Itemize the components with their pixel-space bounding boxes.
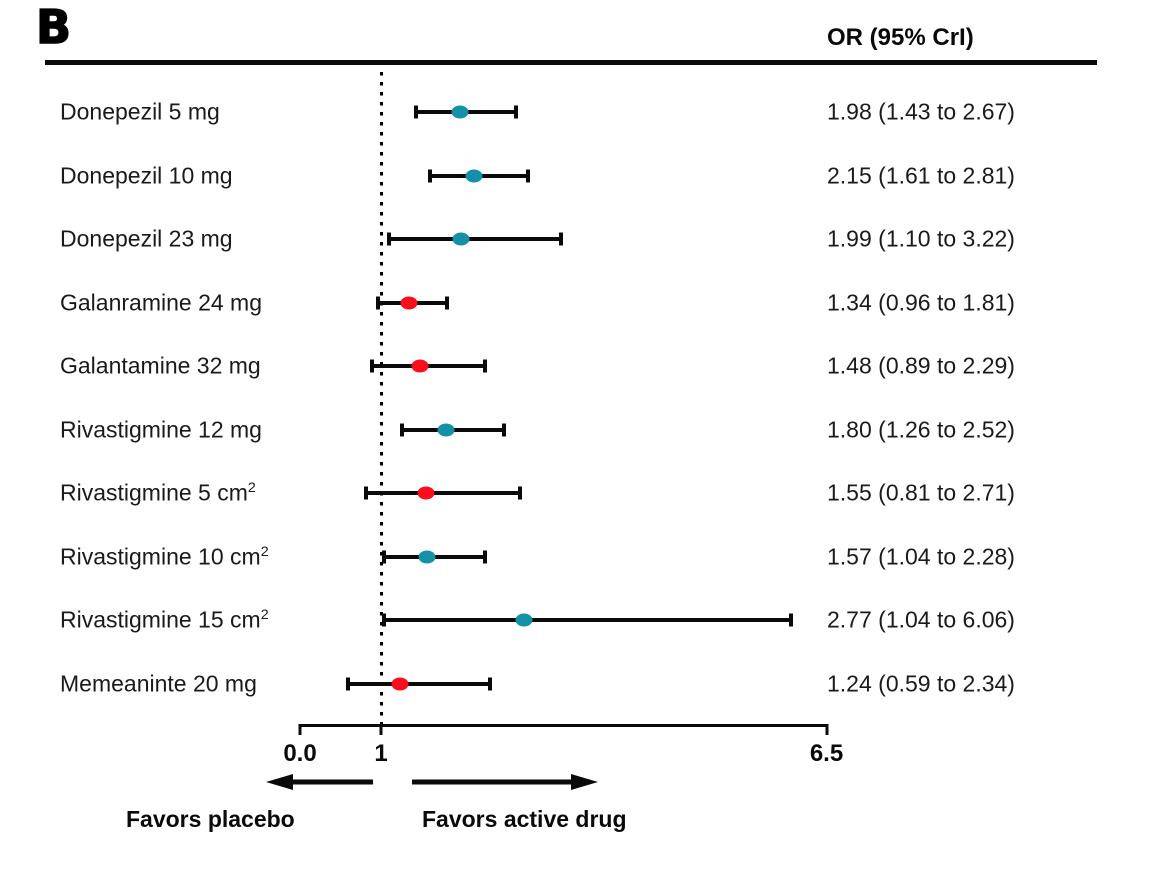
row-label: Memeaninte 20 mg — [60, 670, 257, 696]
ci-cap-right — [788, 613, 793, 627]
ci-whisker — [372, 364, 486, 368]
or-value: 1.98 (1.43 to 2.67) — [827, 98, 1015, 125]
row-label: Galantamine 32 mg — [60, 352, 261, 379]
or-marker — [417, 486, 435, 500]
or-marker — [400, 296, 418, 309]
ci-cap-left — [382, 613, 387, 627]
ci-cap-left — [413, 105, 418, 119]
or-marker — [465, 169, 483, 182]
or-value: 1.34 (0.96 to 1.81) — [827, 289, 1015, 315]
row-label: Rivastigmine 10 cm2 — [60, 543, 269, 569]
ci-cap-right — [487, 677, 492, 690]
header-rule — [45, 60, 1097, 65]
row-label: Donepezil 23 mg — [60, 225, 233, 252]
panel-letter: B — [35, 0, 72, 55]
or-marker — [391, 677, 409, 690]
or-marker — [437, 423, 455, 436]
or-marker — [451, 105, 469, 119]
ci-cap-right — [525, 169, 530, 182]
favors-active-drug-label: Favors active drug — [422, 806, 627, 832]
row-label-superscript: 2 — [260, 543, 269, 560]
ci-cap-left — [428, 169, 433, 182]
ci-cap-left — [382, 550, 387, 563]
or-marker — [515, 613, 533, 627]
or-value: 2.15 (1.61 to 2.81) — [827, 162, 1015, 188]
ci-cap-left — [363, 486, 368, 500]
ci-whisker — [384, 618, 791, 622]
row-label: Galanramine 24 mg — [60, 289, 262, 315]
ci-cap-left — [345, 677, 350, 690]
or-value: 1.57 (1.04 to 2.28) — [827, 543, 1015, 569]
x-axis-tick-label: 6.5 — [809, 740, 844, 767]
ci-cap-left — [375, 296, 380, 309]
row-label-superscript: 2 — [247, 479, 256, 496]
or-value: 1.99 (1.10 to 3.22) — [827, 225, 1015, 252]
row-label: Donepezil 10 mg — [60, 162, 233, 188]
x-axis-tick — [298, 724, 302, 735]
x-axis-tick-label: 0.0 — [283, 740, 317, 767]
ci-cap-right — [558, 232, 563, 246]
ci-whisker — [365, 491, 520, 495]
ci-cap-right — [444, 296, 449, 309]
row-label: Rivastigmine 15 cm2 — [60, 606, 269, 633]
or-marker — [418, 550, 436, 563]
ci-cap-right — [502, 423, 507, 436]
favors-placebo-arrow-icon — [266, 774, 373, 790]
ci-cap-left — [400, 423, 405, 436]
or-column-header: OR (95% CrI) — [827, 24, 974, 51]
favors-active-drug-arrow-icon — [412, 774, 598, 790]
ci-cap-right — [514, 105, 519, 119]
row-label: Donepezil 5 mg — [60, 98, 220, 125]
or-value: 1.80 (1.26 to 2.52) — [827, 416, 1015, 442]
ci-cap-right — [517, 486, 522, 500]
favors-placebo-label: Favors placebo — [126, 806, 295, 832]
or-value: 2.77 (1.04 to 6.06) — [827, 606, 1015, 633]
ci-cap-left — [387, 232, 392, 246]
or-value: 1.24 (0.59 to 2.34) — [827, 670, 1015, 696]
or-value: 1.55 (0.81 to 2.71) — [827, 479, 1015, 506]
or-value: 1.48 (0.89 to 2.29) — [827, 352, 1015, 379]
ci-cap-right — [482, 550, 487, 563]
x-axis-tick — [825, 724, 828, 735]
ci-whisker — [347, 681, 490, 686]
ci-cap-right — [483, 359, 488, 373]
or-marker — [452, 232, 470, 246]
reference-line-or-1 — [379, 72, 383, 728]
or-marker — [411, 359, 429, 373]
row-label-superscript: 2 — [260, 606, 269, 623]
x-axis-tick-label: 1 — [374, 740, 388, 767]
x-axis-line — [300, 724, 827, 727]
row-label: Rivastigmine 5 cm2 — [60, 479, 256, 506]
row-label: Rivastigmine 12 mg — [60, 416, 262, 442]
x-axis-tick — [379, 724, 383, 735]
ci-cap-left — [370, 359, 375, 373]
ci-whisker — [389, 237, 561, 241]
